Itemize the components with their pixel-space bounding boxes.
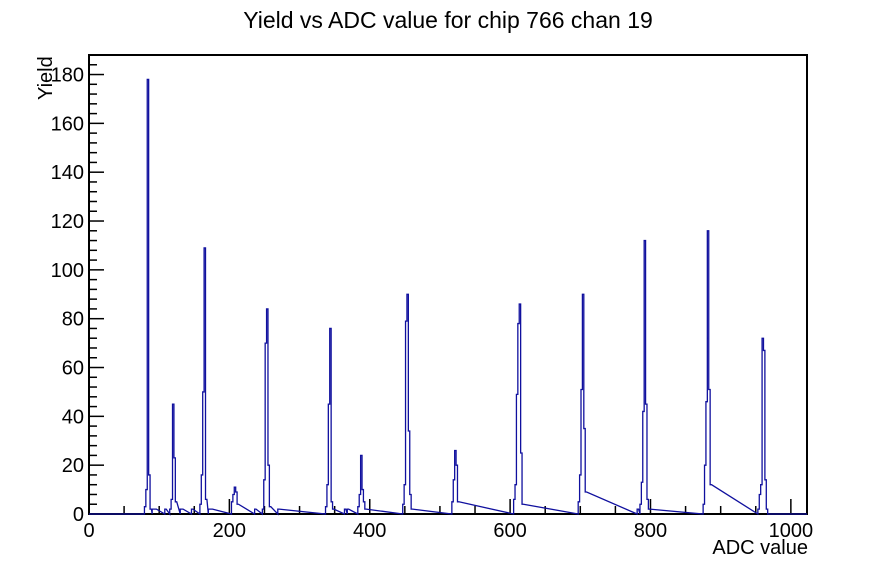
y-tick-label: 140 xyxy=(51,162,84,184)
x-tick-label: 200 xyxy=(213,520,246,542)
plot-frame xyxy=(88,54,808,515)
plot-generated-layer: 0 200 400 600 800 1000 0 20 40 60 80 100 120 140 160 18… xyxy=(51,54,814,542)
y-tick-label: 20 xyxy=(62,455,84,477)
histogram-line xyxy=(89,78,807,517)
y-tick-label: 80 xyxy=(62,309,84,331)
x-tick-label: 800 xyxy=(634,520,667,542)
y-tick-label: 0 xyxy=(73,504,84,526)
x-tick-label: 400 xyxy=(353,520,386,542)
y-tick-label: 180 xyxy=(51,65,84,87)
x-tick-label: 1000 xyxy=(769,520,814,542)
y-axis-title: Yield xyxy=(35,56,57,100)
x-tick-label: 0 xyxy=(83,520,94,542)
y-tick-label: 100 xyxy=(51,260,84,282)
chart-title: Yield vs ADC value for chip 766 chan 19 xyxy=(243,7,653,33)
y-tick-label: 60 xyxy=(62,358,84,380)
y-tick-label: 120 xyxy=(51,211,84,233)
x-tick-label: 600 xyxy=(493,520,526,542)
y-tick-label: 40 xyxy=(62,406,84,428)
x-axis-title: ADC value xyxy=(712,537,808,559)
y-tick-label: 160 xyxy=(51,113,84,135)
